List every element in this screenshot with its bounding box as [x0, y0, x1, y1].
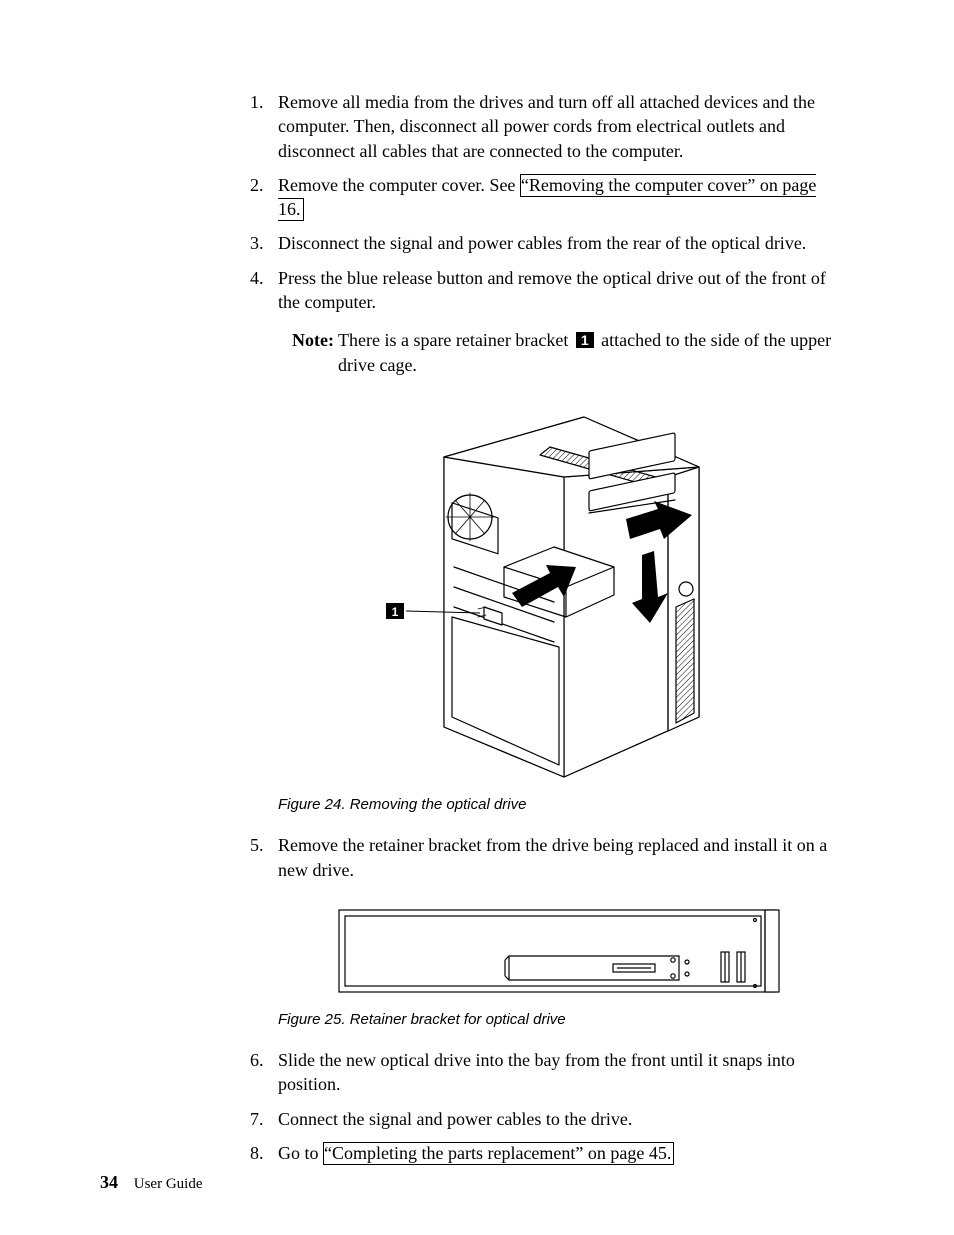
- page-number: 34: [100, 1172, 118, 1192]
- step-3: Disconnect the signal and power cables f…: [250, 231, 839, 255]
- page: Remove all media from the drives and tur…: [0, 0, 954, 1235]
- step-2-pre: Remove the computer cover. See: [278, 175, 520, 195]
- page-footer: 34 User Guide: [100, 1172, 202, 1193]
- figure-24-caption: Figure 24. Removing the optical drive: [278, 795, 839, 815]
- figure-25-row: [278, 902, 839, 1002]
- note-callout: 1: [576, 332, 594, 348]
- completing-link-text: “Completing the parts replacement” on pa…: [324, 1143, 671, 1163]
- figure-24-row: 1: [278, 397, 839, 787]
- figure-25-svg: [278, 902, 839, 1002]
- book-title: User Guide: [134, 1176, 203, 1192]
- fig24-callout-glyph: 1: [391, 605, 398, 619]
- step-4: Press the blue release button and remove…: [250, 266, 839, 815]
- step-7: Connect the signal and power cables to t…: [250, 1107, 839, 1131]
- step-8: Go to “Completing the parts replacement”…: [250, 1141, 839, 1165]
- note-label: Note:: [292, 328, 338, 352]
- step-6-text: Slide the new optical drive into the bay…: [278, 1050, 795, 1094]
- step-8-pre: Go to: [278, 1143, 323, 1163]
- note-block: Note: There is a spare retainer bracket …: [278, 328, 839, 377]
- steps-list: Remove all media from the drives and tur…: [250, 90, 839, 1165]
- step-5: Remove the retainer bracket from the dri…: [250, 833, 839, 1030]
- step-1-text: Remove all media from the drives and tur…: [278, 92, 815, 161]
- step-5-text: Remove the retainer bracket from the dri…: [278, 835, 827, 879]
- completing-link[interactable]: “Completing the parts replacement” on pa…: [323, 1142, 674, 1165]
- step-2: Remove the computer cover. See “Removing…: [250, 173, 839, 222]
- step-7-text: Connect the signal and power cables to t…: [278, 1109, 632, 1129]
- step-6: Slide the new optical drive into the bay…: [250, 1048, 839, 1097]
- step-4-text: Press the blue release button and remove…: [278, 268, 826, 312]
- step-3-text: Disconnect the signal and power cables f…: [278, 233, 806, 253]
- figure-25-caption: Figure 25. Retainer bracket for optical …: [278, 1010, 839, 1030]
- note-pre: There is a spare retainer bracket: [338, 330, 573, 350]
- figure-24-svg: 1: [278, 397, 799, 787]
- step-1: Remove all media from the drives and tur…: [250, 90, 839, 163]
- note-text: There is a spare retainer bracket 1 atta…: [338, 328, 839, 377]
